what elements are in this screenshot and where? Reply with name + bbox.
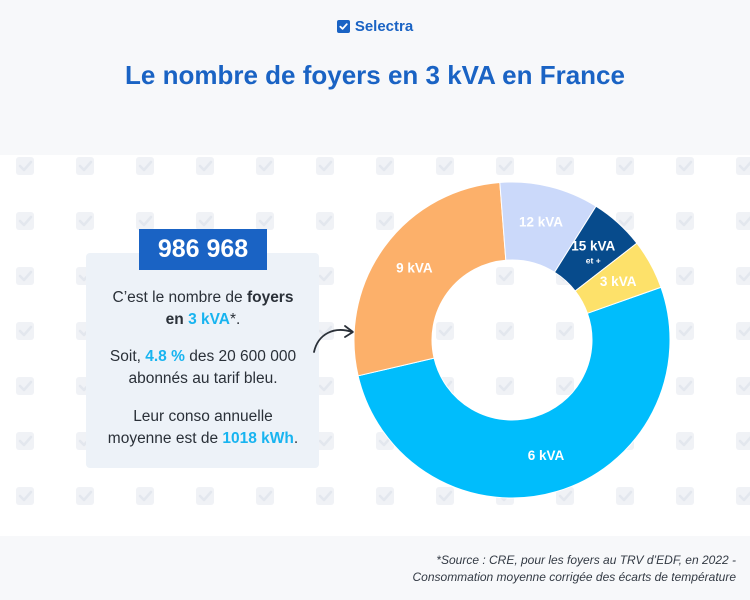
info-text: Soit, (109, 348, 146, 365)
footnote-line-2: Consommation moyenne corrigée des écarts… (412, 570, 737, 584)
info-line-1: C’est le nombre de foyers en 3 kVA*. (92, 287, 314, 331)
info-highlight-3kva: 3 kVA (188, 311, 230, 328)
info-line-3: Leur conso annuelle moyenne est de 1018 … (92, 406, 314, 450)
info-highlight-kwh: 1018 kWh (222, 430, 294, 447)
check-icon (336, 20, 350, 33)
info-text: moyenne est de (107, 430, 223, 447)
brand-name: Selectra (354, 18, 414, 35)
info-box (86, 253, 319, 468)
footer-band (0, 536, 750, 600)
info-text: abonnés au tarif bleu. (128, 370, 278, 387)
info-line-2: Soit, 4.8 % des 20 600 000 abonnés au ta… (92, 346, 314, 390)
header-band (0, 0, 750, 155)
info-text: des 20 600 000 (184, 348, 297, 365)
footnote-line-1: *Source : CRE, pour les foyers au TRV d’… (436, 553, 736, 567)
info-bold-en: en (165, 311, 189, 328)
page-title: Le nombre de foyers en 3 kVA en France (125, 60, 625, 90)
info-bold-foyers: foyers (246, 289, 294, 306)
highlight-number: 986 968 (139, 229, 267, 270)
info-text: C’est le nombre de (112, 289, 247, 306)
info-text: . (293, 430, 299, 447)
info-text: Leur conso annuelle (133, 408, 273, 425)
brand-logo: Selectra (0, 18, 750, 35)
info-text: *. (230, 311, 241, 328)
info-highlight-percent: 4.8 % (145, 348, 185, 365)
source-footnote: *Source : CRE, pour les foyers au TRV d’… (316, 552, 737, 586)
